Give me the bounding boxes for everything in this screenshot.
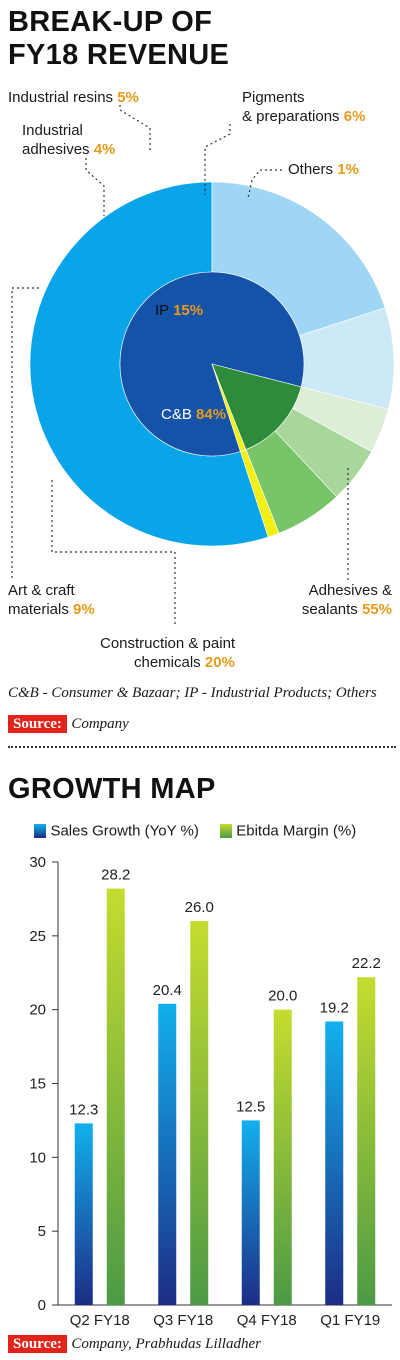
y-tick-label-20: 20 [29, 1002, 46, 1019]
data-label-sales-growth-yoy-q3-fy18: 20.4 [153, 982, 182, 999]
label-art-craft-line2: materials [8, 601, 69, 618]
leader-others [247, 169, 282, 199]
label-construction-line1: Construction & paint [100, 635, 236, 652]
label-industrial-resins-name: Industrial resins [8, 89, 114, 106]
label-construction-value: 20% [204, 654, 235, 671]
label-pigments: Pigments & preparations 6% [242, 88, 365, 126]
label-adhesives-sealants-value: 55% [361, 601, 392, 618]
label-art-craft-value: 9% [73, 601, 95, 618]
bar-ebitda-margin-q4-fy18 [273, 1009, 292, 1305]
label-adhesives-sealants: Adhesives & sealants 55% [290, 581, 392, 619]
x-tick-label-q1-fy19: Q1 FY19 [320, 1312, 380, 1329]
inner-slice-others [211, 363, 247, 452]
label-industrial-adhesives: Industrial adhesives 4% [22, 121, 115, 159]
donut-inner-ring [119, 271, 305, 457]
data-label-ebitda-margin-q2-fy18: 28.2 [101, 867, 130, 884]
inner-slice-ip [211, 363, 302, 450]
donut-title-line1: BREAK-UP OF [8, 6, 213, 38]
label-industrial-resins-value: 5% [117, 89, 139, 106]
label-industrial-adhesives-line1: Industrial [22, 122, 83, 139]
label-pigments-value: 6% [343, 108, 366, 125]
data-label-ebitda-margin-q4-fy18: 20.0 [268, 988, 297, 1005]
label-adhesives-sealants-line1: Adhesives & [308, 582, 392, 599]
bar-ebitda-margin-q2-fy18 [106, 888, 125, 1305]
label-industrial-resins: Industrial resins 5% [8, 88, 139, 107]
y-tick-label-25: 25 [29, 928, 46, 945]
label-art-craft: Art & craft materials 9% [8, 581, 95, 619]
bar-chart: 0 5 10 15 20 25 30 Q2 FY18 Q3 FY18 Q4 FY18 Q1 FY19… [29, 854, 392, 1329]
bar-sales-growth-yoy-q1-fy19 [325, 1021, 344, 1305]
legend-swatch-sales [34, 823, 46, 838]
label-art-craft-line1: Art & craft [8, 582, 75, 599]
donut-leader-lines [11, 100, 349, 624]
leader-industrial-adhesives [85, 158, 105, 216]
label-pigments-line1: Pigments [242, 89, 305, 106]
inner-label-cb-name: C&B [161, 406, 192, 423]
inner-label-ip-value: 15% [173, 302, 204, 319]
bar-sales-growth-yoy-q2-fy18 [74, 1123, 93, 1305]
section-divider [8, 746, 396, 748]
leader-construction [51, 478, 176, 624]
label-others-value: 1% [337, 161, 359, 178]
donut-source-label: Source: [8, 715, 67, 733]
bar-marks [74, 888, 376, 1305]
bar-sales-growth-yoy-q4-fy18 [241, 1120, 260, 1305]
bar-source-label: Source: [8, 1335, 67, 1353]
legend-swatch-ebitda [219, 823, 232, 838]
label-others-name: Others [288, 161, 334, 178]
donut-chart [11, 100, 395, 624]
leader-art-craft [11, 287, 40, 578]
label-construction-line2: chemicals [134, 654, 201, 671]
label-others: Others 1% [288, 160, 359, 179]
bar-legend: Sales Growth (YoY %) Ebitda Margin (%) [34, 822, 356, 840]
x-tick-label-q3-fy18: Q3 FY18 [153, 1312, 213, 1329]
bar-title: GROWTH MAP [8, 773, 216, 805]
donut-outer-ring [29, 181, 395, 547]
bar-axes: 0 5 10 15 20 25 30 Q2 FY18 Q3 FY18 Q4 FY18 Q1 FY19 [29, 854, 392, 1329]
y-tick-label-15: 15 [29, 1076, 46, 1093]
data-label-ebitda-margin-q3-fy18: 26.0 [185, 899, 214, 916]
label-industrial-adhesives-value: 4% [93, 141, 116, 158]
bar-ebitda-margin-q1-fy19 [357, 977, 376, 1305]
inner-label-ip-name: IP [155, 302, 169, 319]
leader-industrial-resins [119, 100, 151, 152]
bar-source-text: Company, Prabhudas Lilladher [71, 1336, 261, 1352]
label-industrial-adhesives-line2: adhesives [22, 141, 90, 158]
label-pigments-line2: & preparations [242, 108, 340, 125]
bar-sales-growth-yoy-q3-fy18 [158, 1003, 177, 1305]
bar-source: Source: Company, Prabhudas Lilladher [8, 1335, 261, 1353]
data-label-sales-growth-yoy-q1-fy19: 19.2 [320, 999, 349, 1016]
label-construction: Construction & paint chemicals 20% [100, 634, 235, 672]
donut-source: Source: Company [8, 715, 129, 733]
inner-label-cb: C&B 84% [161, 405, 226, 424]
inner-label-ip: IP 15% [155, 301, 203, 320]
legend-label-sales: Sales Growth (YoY %) [50, 822, 199, 840]
legend-label-ebitda: Ebitda Margin (%) [236, 822, 357, 840]
label-adhesives-sealants-line2: sealants [301, 601, 358, 618]
data-label-sales-growth-yoy-q4-fy18: 12.5 [236, 1098, 265, 1115]
donut-source-text: Company [71, 716, 129, 732]
leader-pigments [204, 124, 231, 195]
donut-title: BREAK-UP OF FY18 REVENUE [8, 6, 229, 72]
donut-footnote: C&B - Consumer & Bazaar; IP - Industrial… [8, 685, 377, 701]
y-tick-label-30: 30 [29, 854, 46, 871]
x-tick-label-q4-fy18: Q4 FY18 [237, 1312, 297, 1329]
bar-data-labels: 12.3 28.2 20.4 26.0 12.5 20.0 19.2 22.2 [69, 867, 381, 1119]
bar-ebitda-margin-q3-fy18 [190, 921, 209, 1305]
y-tick-label-10: 10 [29, 1149, 46, 1166]
donut-title-line2: FY18 REVENUE [8, 39, 230, 71]
y-tick-label-5: 5 [38, 1223, 46, 1240]
data-label-ebitda-margin-q1-fy19: 22.2 [352, 955, 381, 972]
x-tick-label-q2-fy18: Q2 FY18 [70, 1312, 130, 1329]
inner-label-cb-value: 84% [196, 406, 227, 423]
data-label-sales-growth-yoy-q2-fy18: 12.3 [69, 1101, 98, 1118]
y-tick-label-0: 0 [38, 1297, 46, 1314]
